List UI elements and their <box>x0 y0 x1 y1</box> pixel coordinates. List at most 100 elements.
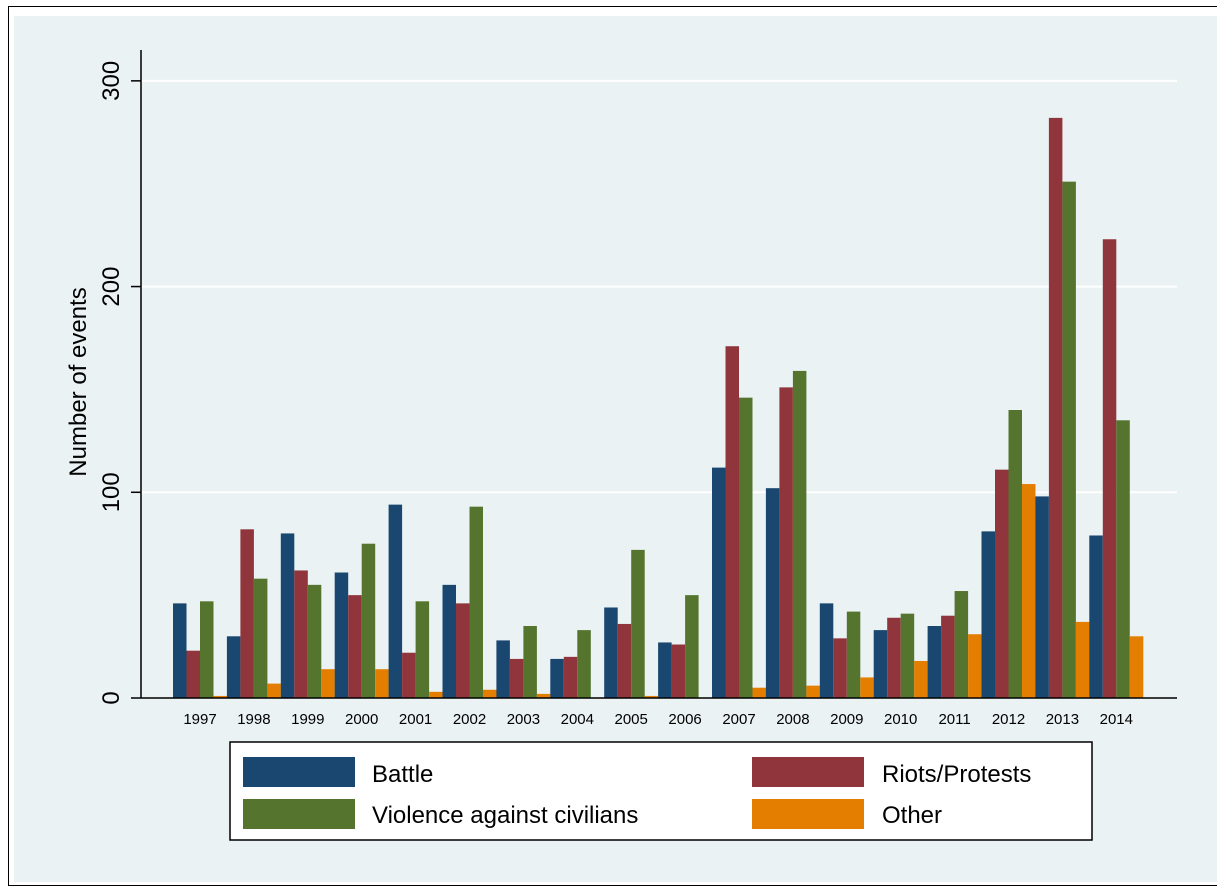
x-tick-label: 2012 <box>992 711 1025 728</box>
bar-other-2014 <box>1129 636 1144 698</box>
bar-violence-against-civilians-2003 <box>523 626 537 698</box>
x-tick-label: 2000 <box>345 711 378 728</box>
bar-violence-against-civilians-2004 <box>577 630 591 698</box>
bar-violence-against-civilians-2009 <box>846 611 861 698</box>
bar-riots-protests-2007 <box>725 346 739 698</box>
x-tick-label: 1997 <box>183 711 216 728</box>
legend-label: Violence against civilians <box>372 802 638 829</box>
x-tick-label: 2001 <box>399 711 432 728</box>
legend-swatch <box>752 757 864 787</box>
bars <box>173 117 1144 698</box>
bar-battle-2001 <box>388 504 403 698</box>
bar-battle-1999 <box>280 533 295 698</box>
legend-box <box>229 741 1093 841</box>
x-tick-label: 2014 <box>1100 711 1133 728</box>
y-tick-label: 200 <box>98 267 125 307</box>
bar-battle-2002 <box>442 584 456 698</box>
bar-other-2003 <box>536 693 551 698</box>
bar-other-2008 <box>806 685 820 698</box>
bar-other-1999 <box>321 669 335 698</box>
bar-battle-2000 <box>334 572 349 698</box>
y-axis-title: Number of events <box>65 287 92 476</box>
bar-battle-2006 <box>658 642 672 698</box>
bar-riots-protests-1998 <box>240 529 254 698</box>
y-tick-label: 300 <box>98 61 125 101</box>
bar-other-2011 <box>968 634 982 698</box>
bar-battle-1997 <box>173 603 187 698</box>
legend-swatch <box>752 799 864 829</box>
bar-violence-against-civilians-1997 <box>200 601 214 698</box>
bar-violence-against-civilians-1999 <box>307 584 322 698</box>
bar-violence-against-civilians-1998 <box>253 578 268 698</box>
bar-violence-against-civilians-2011 <box>954 591 969 698</box>
x-tick-label: 2003 <box>507 711 540 728</box>
bar-other-2013 <box>1075 621 1090 698</box>
y-tick-label: 100 <box>98 472 125 512</box>
legend-swatch <box>243 757 355 787</box>
bar-other-2009 <box>860 677 874 698</box>
bar-violence-against-civilians-2002 <box>469 506 483 698</box>
x-tick-label: 2008 <box>776 711 809 728</box>
bar-battle-2013 <box>1035 496 1049 698</box>
bar-riots-protests-2008 <box>779 387 793 698</box>
bar-other-2007 <box>752 687 766 698</box>
bar-violence-against-civilians-2008 <box>792 370 807 698</box>
legend-swatch <box>243 799 355 829</box>
bar-battle-2007 <box>712 467 726 698</box>
x-tick-label: 2006 <box>668 711 701 728</box>
bar-riots-protests-2014 <box>1102 239 1117 698</box>
bar-violence-against-civilians-2006 <box>685 595 699 698</box>
bar-other-2001 <box>429 691 443 698</box>
bar-violence-against-civilians-2014 <box>1116 420 1130 698</box>
bar-riots-protests-1997 <box>186 650 200 698</box>
x-tick-label: 1998 <box>237 711 270 728</box>
bar-other-2000 <box>375 669 389 698</box>
bar-other-2012 <box>1022 484 1036 698</box>
bar-violence-against-civilians-2007 <box>739 397 753 698</box>
bar-riots-protests-2000 <box>348 595 362 698</box>
axes <box>140 50 1177 699</box>
bar-battle-2010 <box>873 630 888 698</box>
x-tick-label: 2007 <box>722 711 755 728</box>
x-tick-label: 2009 <box>830 711 863 728</box>
bar-violence-against-civilians-2001 <box>415 601 430 698</box>
bar-violence-against-civilians-2012 <box>1008 410 1022 698</box>
y-tick-label: 0 <box>98 691 125 704</box>
bar-violence-against-civilians-2000 <box>361 543 376 698</box>
legend-label: Other <box>882 802 942 829</box>
bar-battle-2004 <box>550 658 564 698</box>
bar-violence-against-civilians-2010 <box>900 613 915 698</box>
bar-riots-protests-2010 <box>887 617 901 698</box>
x-tick-label: 1999 <box>291 711 324 728</box>
bar-other-2005 <box>644 695 659 698</box>
bar-battle-2012 <box>981 531 995 698</box>
bar-other-2002 <box>483 689 497 698</box>
bar-riots-protests-2012 <box>995 469 1009 698</box>
bar-battle-2003 <box>496 640 510 698</box>
y-ticks: 0 100 200 300 <box>98 61 141 705</box>
legend-label: Riots/Protests <box>882 761 1031 788</box>
bar-battle-2009 <box>819 603 834 698</box>
bar-battle-2005 <box>604 607 618 698</box>
bar-battle-2011 <box>927 626 942 698</box>
bar-violence-against-civilians-2005 <box>631 549 645 698</box>
x-tick-label: 2004 <box>561 711 594 728</box>
bar-riots-protests-2009 <box>833 638 847 698</box>
x-tick-label: 2005 <box>615 711 648 728</box>
bar-other-2010 <box>914 660 928 698</box>
bar-other-1998 <box>267 683 281 698</box>
bar-riots-protests-2003 <box>509 658 524 698</box>
x-tick-label: 2002 <box>453 711 486 728</box>
x-tick-label: 2011 <box>938 711 970 728</box>
x-ticks: 1997 1998 1999 2000 2001 2002 2003 2004 2005 2006… <box>183 711 1133 728</box>
bar-riots-protests-2011 <box>941 615 955 698</box>
bar-riots-protests-2001 <box>402 652 416 698</box>
bar-other-1997 <box>213 695 227 698</box>
bar-riots-protests-2002 <box>456 603 470 698</box>
bar-battle-2008 <box>765 488 780 698</box>
bar-violence-against-civilians-2013 <box>1062 181 1076 698</box>
legend: Battle Riots/Protests Violence against civ… <box>229 741 1093 841</box>
x-tick-label: 2010 <box>884 711 917 728</box>
bar-riots-protests-2004 <box>563 656 578 698</box>
